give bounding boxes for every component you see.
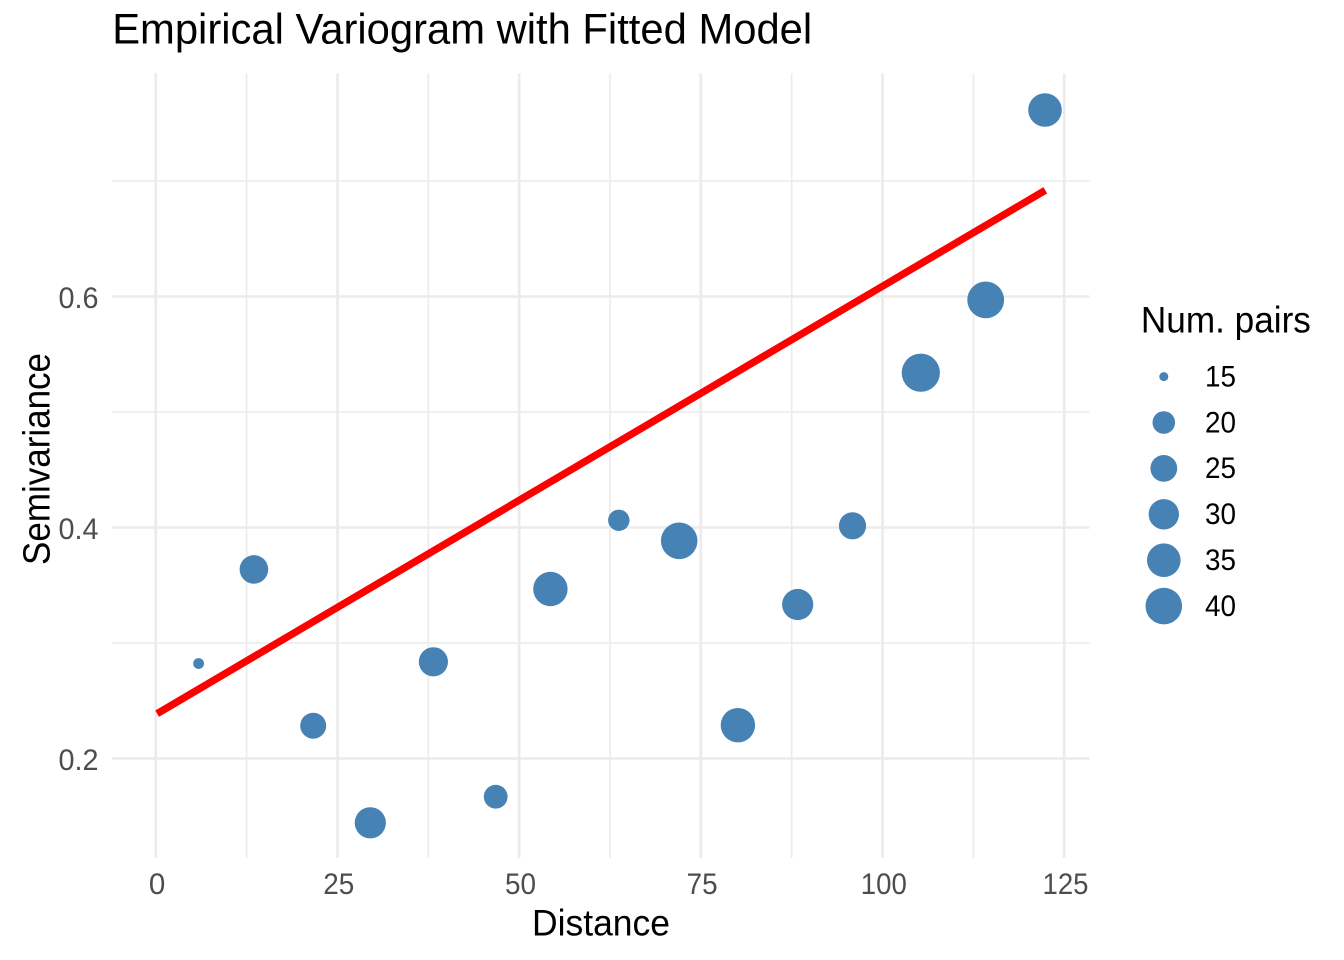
svg-text:Semivariance: Semivariance	[16, 353, 58, 565]
svg-text:35: 35	[1205, 544, 1236, 577]
svg-text:30: 30	[1205, 498, 1236, 531]
svg-text:Num. pairs: Num. pairs	[1141, 299, 1311, 341]
svg-text:0.4: 0.4	[59, 513, 99, 546]
svg-text:25: 25	[1205, 452, 1236, 485]
svg-text:25: 25	[323, 868, 354, 901]
svg-text:40: 40	[1205, 590, 1236, 623]
svg-text:Distance: Distance	[532, 902, 670, 944]
svg-text:50: 50	[505, 868, 536, 901]
svg-text:Empirical Variogram with Fitte: Empirical Variogram with Fitted Model	[112, 6, 812, 54]
svg-text:100: 100	[861, 868, 907, 901]
svg-text:20: 20	[1205, 406, 1236, 439]
svg-text:125: 125	[1043, 868, 1089, 901]
svg-text:0: 0	[149, 868, 165, 901]
svg-text:15: 15	[1205, 360, 1236, 393]
svg-text:0.6: 0.6	[59, 282, 99, 315]
svg-text:0.2: 0.2	[59, 744, 99, 777]
svg-text:75: 75	[687, 868, 718, 901]
